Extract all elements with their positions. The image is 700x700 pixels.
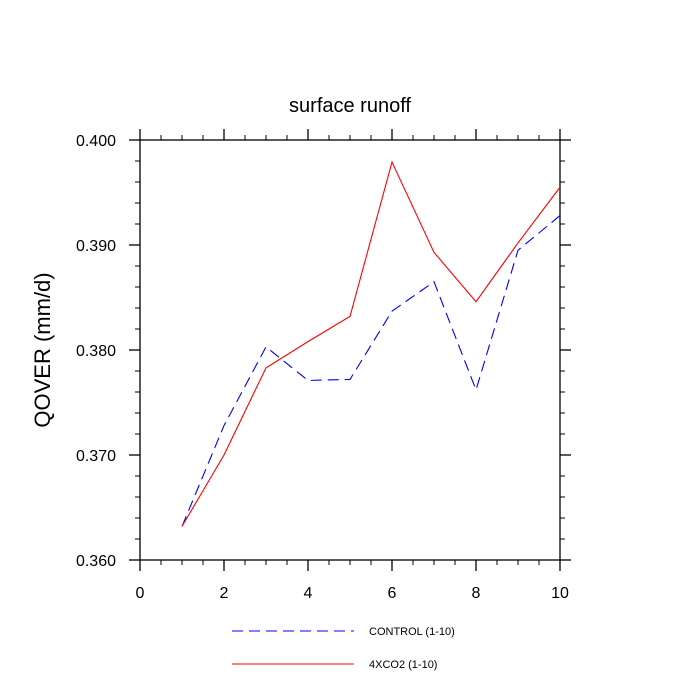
x-tick-label: 2 (220, 585, 229, 602)
x-tick-label: 10 (551, 585, 569, 602)
x-tick-label: 8 (472, 585, 481, 602)
legend-label-control: CONTROL (1-10) (369, 626, 455, 638)
y-tick-label: 0.400 (76, 133, 116, 150)
y-tick-label: 0.390 (76, 238, 116, 255)
x-tick-label: 6 (388, 585, 397, 602)
series-line-4xco2 (181, 160, 561, 527)
y-tick-label: 0.370 (76, 448, 116, 465)
x-tick-label: 0 (136, 585, 145, 602)
y-axis-label: QOVER (mm/d) (30, 272, 55, 427)
y-tick-label: 0.380 (76, 343, 116, 360)
y-tick-label: 0.360 (76, 553, 116, 570)
chart-title: surface runoff (289, 95, 411, 117)
legend-label-4xco2: 4XCO2 (1-10) (369, 659, 437, 671)
x-tick-label: 4 (304, 585, 313, 602)
legend: CONTROL (1-10) 4XCO2 (1-10) (232, 626, 455, 671)
plot-area: 0 2 4 6 8 10 0.360 0.370 0.380 0.390 0.400 (76, 129, 571, 602)
plot-frame (139, 139, 561, 561)
series-line-control (181, 215, 561, 527)
